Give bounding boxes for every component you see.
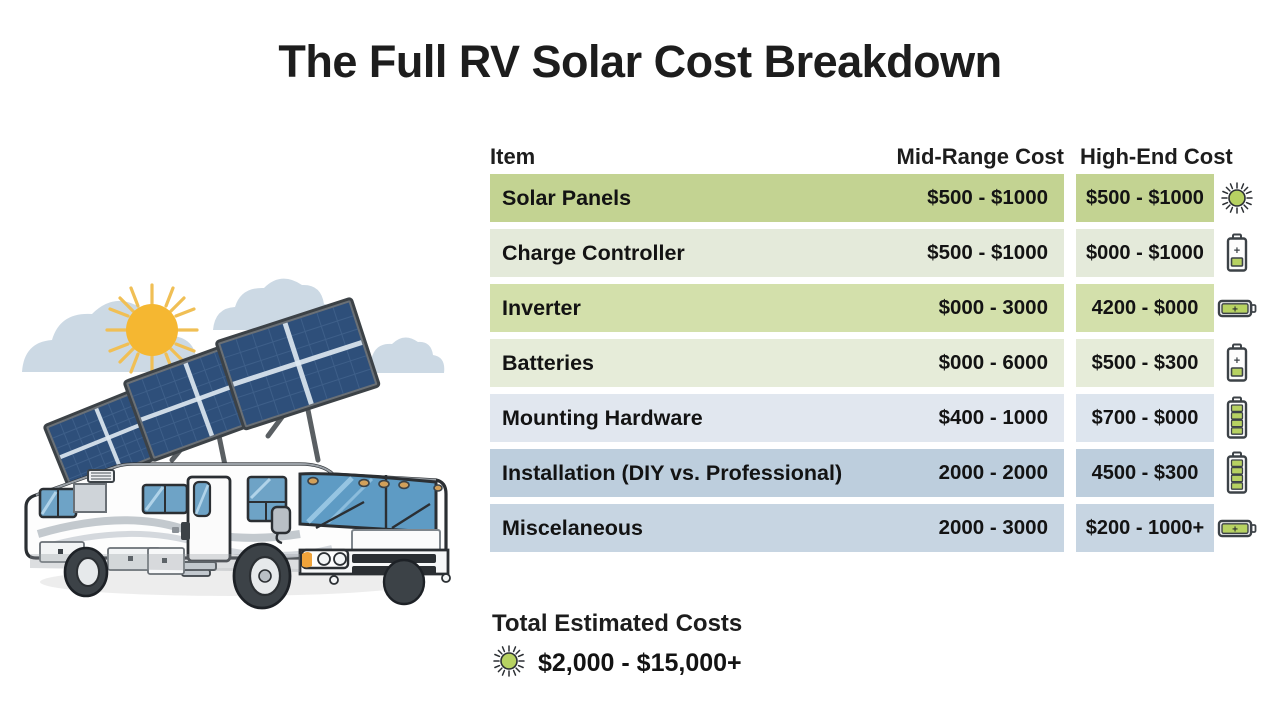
svg-text:+: + [1232, 304, 1238, 315]
table-row[interactable]: Batteries $000 - 6000 $500 - $300 + [490, 339, 1260, 387]
row-icon-cell: + [1214, 339, 1260, 387]
rv-with-solar-panels-illustration [0, 130, 470, 620]
column-header-item: Item [490, 144, 536, 169]
row-mid-range-cost: $000 - 6000 [938, 351, 1048, 374]
rv-wheel [232, 542, 292, 610]
row-main-cell: Inverter $000 - 3000 [490, 284, 1064, 332]
row-main-cell: Mounting Hardware $400 - 1000 [490, 394, 1064, 442]
row-item-label: Batteries [502, 350, 595, 375]
column-gap [1064, 339, 1076, 387]
column-gap [1064, 504, 1076, 552]
table-header-row: Item Mid-Range Cost High-End Cost [490, 128, 1260, 174]
totals-label: Total Estimated Costs [492, 610, 743, 637]
table-row[interactable]: Solar Panels $500 - $1000 $500 - $1000 [490, 174, 1260, 222]
row-icon-cell [1214, 449, 1260, 497]
row-high-end-cost: $500 - $1000 [1076, 174, 1214, 222]
table-row[interactable]: Miscelaneous 2000 - 3000 $200 - 1000+ + [490, 504, 1260, 552]
table-row[interactable]: Charge Controller $500 - $1000 $000 - $100… [490, 229, 1260, 277]
column-header-high-end-cost: High-End Cost [1080, 144, 1233, 169]
page-title: The Full RV Solar Cost Breakdown [278, 36, 1002, 87]
table-row[interactable]: Mounting Hardware $400 - 1000 $700 - $000 [490, 394, 1260, 442]
row-item-label: Miscelaneous [502, 515, 643, 540]
row-main-cell: Batteries $000 - 6000 [490, 339, 1064, 387]
row-mid-range-cost: 2000 - 2000 [938, 461, 1048, 484]
sun-icon [492, 644, 526, 683]
rv-wheel [382, 558, 426, 606]
battery-horizontal-icon: + [1217, 516, 1257, 540]
table-body: Solar Panels $500 - $1000 $500 - $1000 Char… [490, 174, 1260, 552]
row-mid-range-cost: 2000 - 3000 [938, 516, 1048, 539]
row-high-end-cost: 4200 - $000 [1076, 284, 1214, 332]
table-row[interactable]: Installation (DIY vs. Professional) 2000 … [490, 449, 1260, 497]
cloud-icon [357, 337, 445, 373]
row-item-label: Installation (DIY vs. Professional) [502, 460, 843, 485]
row-high-end-cost: $700 - $000 [1076, 394, 1214, 442]
battery-horizontal-icon: + [1217, 296, 1257, 320]
row-icon-cell: + [1214, 229, 1260, 277]
row-main-cell: Charge Controller $500 - $1000 [490, 229, 1064, 277]
sun-icon [1220, 181, 1254, 215]
row-icon-cell: + [1214, 284, 1260, 332]
svg-text:+: + [1232, 524, 1238, 535]
battery-vertical-icon: + [1225, 233, 1249, 273]
total-estimated-costs-section: Total Estimated Costs [492, 610, 1092, 683]
row-mid-range-cost: $500 - $1000 [927, 241, 1048, 264]
solar-panel [215, 297, 381, 431]
row-icon-cell [1214, 174, 1260, 222]
rv-body [24, 462, 451, 610]
row-main-cell: Miscelaneous 2000 - 3000 [490, 504, 1064, 552]
cost-breakdown-table: Item Mid-Range Cost High-End Cost Solar … [490, 128, 1260, 559]
row-icon-cell: + [1214, 504, 1260, 552]
battery-full-icon [1225, 451, 1249, 495]
row-icon-cell [1214, 394, 1260, 442]
row-item-label: Solar Panels [502, 185, 632, 210]
row-main-cell: Solar Panels $500 - $1000 [490, 174, 1064, 222]
row-high-end-cost: 4500 - $300 [1076, 449, 1214, 497]
column-gap [1064, 394, 1076, 442]
row-item-label: Mounting Hardware [502, 405, 703, 430]
battery-full-icon [1225, 396, 1249, 440]
column-gap [1064, 449, 1076, 497]
column-gap [1064, 284, 1076, 332]
column-header-mid-range-cost: Mid-Range Cost [896, 144, 1064, 169]
row-mid-range-cost: $500 - $1000 [927, 186, 1048, 209]
row-item-label: Inverter [502, 295, 581, 320]
row-mid-range-cost: $000 - 3000 [938, 296, 1048, 319]
row-main-cell: Installation (DIY vs. Professional) 2000 … [490, 449, 1064, 497]
column-gap [1064, 229, 1076, 277]
row-item-label: Charge Controller [502, 240, 685, 265]
row-high-end-cost: $200 - 1000+ [1076, 504, 1214, 552]
svg-text:+: + [1234, 355, 1240, 367]
table-row[interactable]: Inverter $000 - 3000 4200 - $000 + [490, 284, 1260, 332]
rv-wheel [63, 546, 109, 598]
column-gap [1064, 174, 1076, 222]
row-high-end-cost: $500 - $300 [1076, 339, 1214, 387]
row-mid-range-cost: $400 - 1000 [938, 406, 1048, 429]
battery-vertical-icon: + [1225, 343, 1249, 383]
totals-row: $2,000 - $15,000+ [492, 644, 1092, 683]
row-high-end-cost: $000 - $1000 [1076, 229, 1214, 277]
svg-text:+: + [1234, 245, 1240, 257]
totals-value: $2,000 - $15,000+ [538, 649, 742, 677]
